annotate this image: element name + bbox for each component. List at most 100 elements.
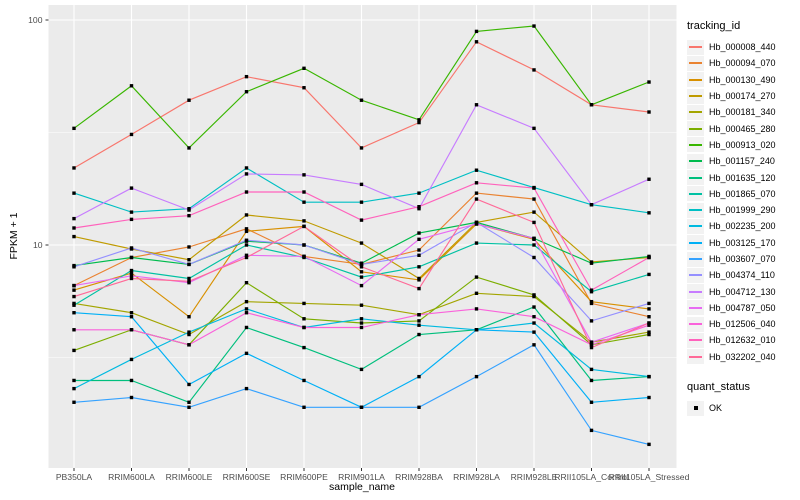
x-tick-label: RRII105LA_Stressed — [609, 472, 690, 482]
data-point-marker — [244, 166, 249, 170]
data-point-marker — [359, 265, 364, 269]
data-point-marker — [187, 405, 191, 409]
legend-color-swatch — [689, 225, 702, 228]
data-point-marker — [532, 24, 536, 28]
data-point-marker — [647, 177, 651, 181]
legend-entry: Hb_001865_070 — [687, 186, 797, 202]
legend-entry-label: Hb_000130_490 — [709, 74, 776, 85]
data-point-marker — [589, 378, 594, 383]
data-point-marker — [129, 246, 134, 250]
data-point-marker — [302, 224, 306, 229]
data-point-marker — [129, 210, 134, 214]
data-point-marker — [72, 265, 76, 269]
data-point-marker — [532, 236, 536, 241]
data-point-marker — [302, 345, 306, 350]
legend-key — [687, 137, 704, 153]
legend-color-swatch — [689, 306, 702, 309]
legend-entry: Hb_004712_130 — [687, 283, 797, 300]
data-point-marker — [244, 386, 249, 391]
data-point-marker — [647, 442, 651, 447]
data-point-marker — [359, 270, 364, 274]
legend-color-swatch — [689, 127, 702, 130]
legend-entry-label: Hb_003607_070 — [709, 254, 776, 264]
data-point-marker — [474, 103, 479, 107]
data-point-marker — [359, 321, 364, 325]
data-point-marker — [647, 330, 651, 334]
data-point-marker — [589, 299, 594, 304]
x-tick-label: RRIM928LA — [453, 472, 500, 482]
data-point-marker — [532, 220, 536, 225]
data-point-marker — [532, 330, 536, 334]
data-point-marker — [302, 200, 306, 204]
data-point-marker — [129, 328, 134, 332]
data-point-marker — [244, 280, 249, 285]
legend-entry: Hb_000174_270 — [687, 88, 797, 104]
data-point-marker — [72, 400, 76, 404]
data-point-marker — [417, 313, 421, 317]
data-point-marker — [417, 374, 421, 379]
data-point-marker — [417, 191, 421, 195]
data-point-marker — [187, 400, 191, 404]
data-point-marker — [302, 405, 306, 409]
legend-entry-label: Hb_000913_020 — [709, 139, 776, 150]
data-point-marker — [187, 208, 191, 212]
data-point-marker — [589, 340, 594, 344]
data-point-marker — [647, 332, 651, 337]
legend-color-swatch — [689, 258, 702, 260]
data-point-marker — [532, 126, 536, 131]
legend-entry: Hb_001635_120 — [687, 169, 797, 186]
legend-key — [687, 349, 704, 365]
data-point-marker — [417, 276, 421, 281]
legend-entry-label: Hb_004374_110 — [709, 270, 775, 281]
legend-key — [687, 72, 704, 88]
data-point-marker — [187, 332, 191, 337]
data-point-marker — [474, 291, 479, 296]
data-point-marker — [187, 98, 191, 102]
color-legend-title: tracking_id — [687, 20, 741, 32]
x-tick-label: RRIM600LE — [166, 472, 213, 482]
data-point-marker — [302, 254, 306, 259]
data-point-marker — [474, 222, 479, 226]
legend-color-swatch — [689, 355, 702, 358]
legend-entry-label: Hb_000174_270 — [709, 91, 776, 102]
legend-entry: Hb_000181_340 — [687, 104, 797, 120]
x-tick-label: RRII105LA_Control — [554, 472, 629, 482]
legend-entry-label: Hb_003125_170 — [709, 237, 776, 248]
legend-entry-label: Hb_012632_010 — [709, 335, 776, 346]
data-point-marker — [647, 323, 651, 327]
data-point-marker — [589, 319, 594, 323]
data-point-marker — [302, 378, 306, 383]
legend-key — [687, 332, 704, 348]
legend-color-swatch — [689, 290, 702, 293]
legend-entry-label: Hb_001865_070 — [709, 188, 776, 199]
data-point-marker — [129, 271, 134, 275]
data-point-marker — [474, 197, 479, 201]
legend-entry: Hb_003607_070 — [687, 251, 797, 267]
legend-key — [687, 202, 704, 218]
data-point-marker — [244, 351, 249, 356]
data-point-marker — [244, 243, 249, 247]
data-point-marker — [187, 279, 191, 283]
data-point-marker — [72, 301, 76, 306]
data-point-marker — [417, 204, 421, 209]
data-point-marker — [417, 206, 421, 211]
data-point-marker — [359, 241, 364, 245]
data-point-marker — [302, 243, 306, 247]
axis-ticks — [45, 19, 650, 471]
legend-color-swatch — [689, 323, 702, 326]
data-point-marker — [417, 231, 421, 235]
data-point-marker — [532, 321, 536, 325]
legend-color-swatch — [689, 241, 702, 244]
data-point-marker — [302, 86, 306, 90]
legend-entry: Hb_004787_050 — [687, 300, 797, 316]
legend-entry: Hb_012506_040 — [687, 316, 797, 332]
data-point-marker — [72, 191, 76, 195]
data-point-marker — [474, 241, 479, 245]
legend-key — [687, 267, 704, 283]
legend-entry: Hb_002235_200 — [687, 218, 797, 234]
data-point-marker — [647, 321, 651, 325]
legend-entry: Hb_004374_110 — [687, 267, 797, 283]
data-point-marker — [359, 325, 364, 330]
legend-key — [687, 186, 704, 202]
data-point-marker — [474, 191, 479, 195]
